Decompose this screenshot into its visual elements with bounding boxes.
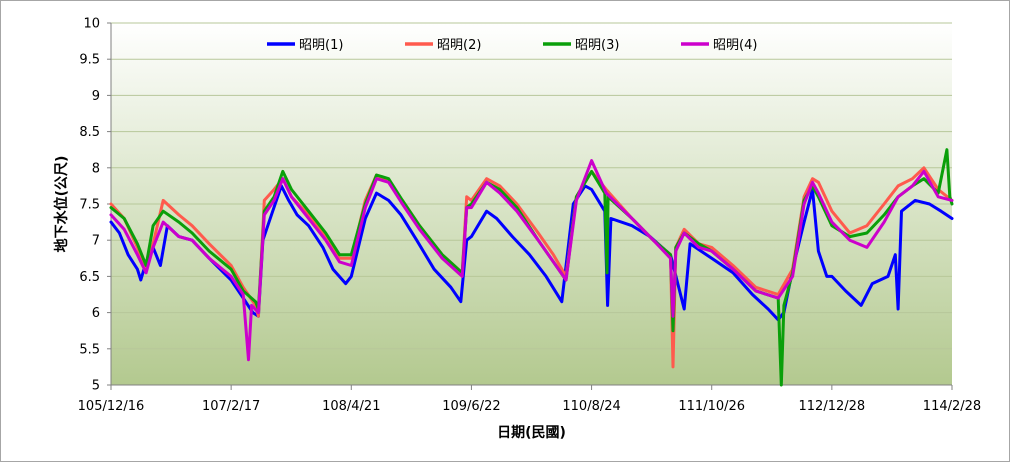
x-tick-label: 114/2/28	[923, 399, 981, 414]
x-tick-label: 109/6/22	[442, 399, 500, 414]
gridlines	[111, 22, 952, 350]
y-tick-label: 7	[92, 234, 100, 249]
y-tick-label: 9	[92, 89, 100, 104]
y-tick-label: 6.5	[79, 270, 100, 285]
legend-item-1: 昭明(1)	[267, 38, 343, 53]
x-tick-label: 105/12/16	[78, 399, 145, 414]
y-tick-label: 8.5	[79, 125, 100, 140]
series-line-1	[109, 184, 954, 322]
legend-item-3: 昭明(3)	[543, 38, 619, 53]
x-tick-label: 112/12/28	[799, 399, 866, 414]
y-tick-label: 5.5	[79, 342, 100, 357]
legend-label: 昭明(1)	[299, 38, 343, 53]
x-tick-label: 108/4/21	[322, 399, 380, 414]
y-tick-label: 7.5	[79, 198, 100, 213]
legend-label: 昭明(4)	[713, 38, 757, 53]
series-lines	[109, 148, 954, 387]
legend-label: 昭明(3)	[575, 38, 619, 53]
y-tick-label: 10	[83, 17, 100, 32]
y-tick-label: 8	[92, 161, 100, 176]
legend-label: 昭明(2)	[437, 38, 481, 53]
x-tick-label: 107/2/17	[202, 399, 260, 414]
x-axis-ticks: 105/12/16 107/2/17 108/4/21 109/6/22 110/8/2…	[78, 385, 981, 414]
y-tick-label: 9.5	[79, 53, 100, 68]
y-axis-ticks: 5 5.5 6 6.5 7 7.5 8 8.5 9 9.5 10	[79, 17, 111, 394]
y-tick-label: 6	[92, 306, 100, 321]
y-axis-title: 地下水位(公尺)	[53, 156, 70, 253]
legend-item-2: 昭明(2)	[405, 38, 481, 53]
x-tick-label: 111/10/26	[678, 399, 745, 414]
x-axis-title: 日期(民國)	[497, 425, 566, 441]
x-tick-label: 110/8/24	[562, 399, 620, 414]
series-line-4	[109, 159, 954, 362]
y-tick-label: 5	[92, 379, 100, 394]
legend: 昭明(1) 昭明(2) 昭明(3) 昭明(4)	[267, 38, 757, 53]
legend-item-4: 昭明(4)	[681, 38, 757, 53]
